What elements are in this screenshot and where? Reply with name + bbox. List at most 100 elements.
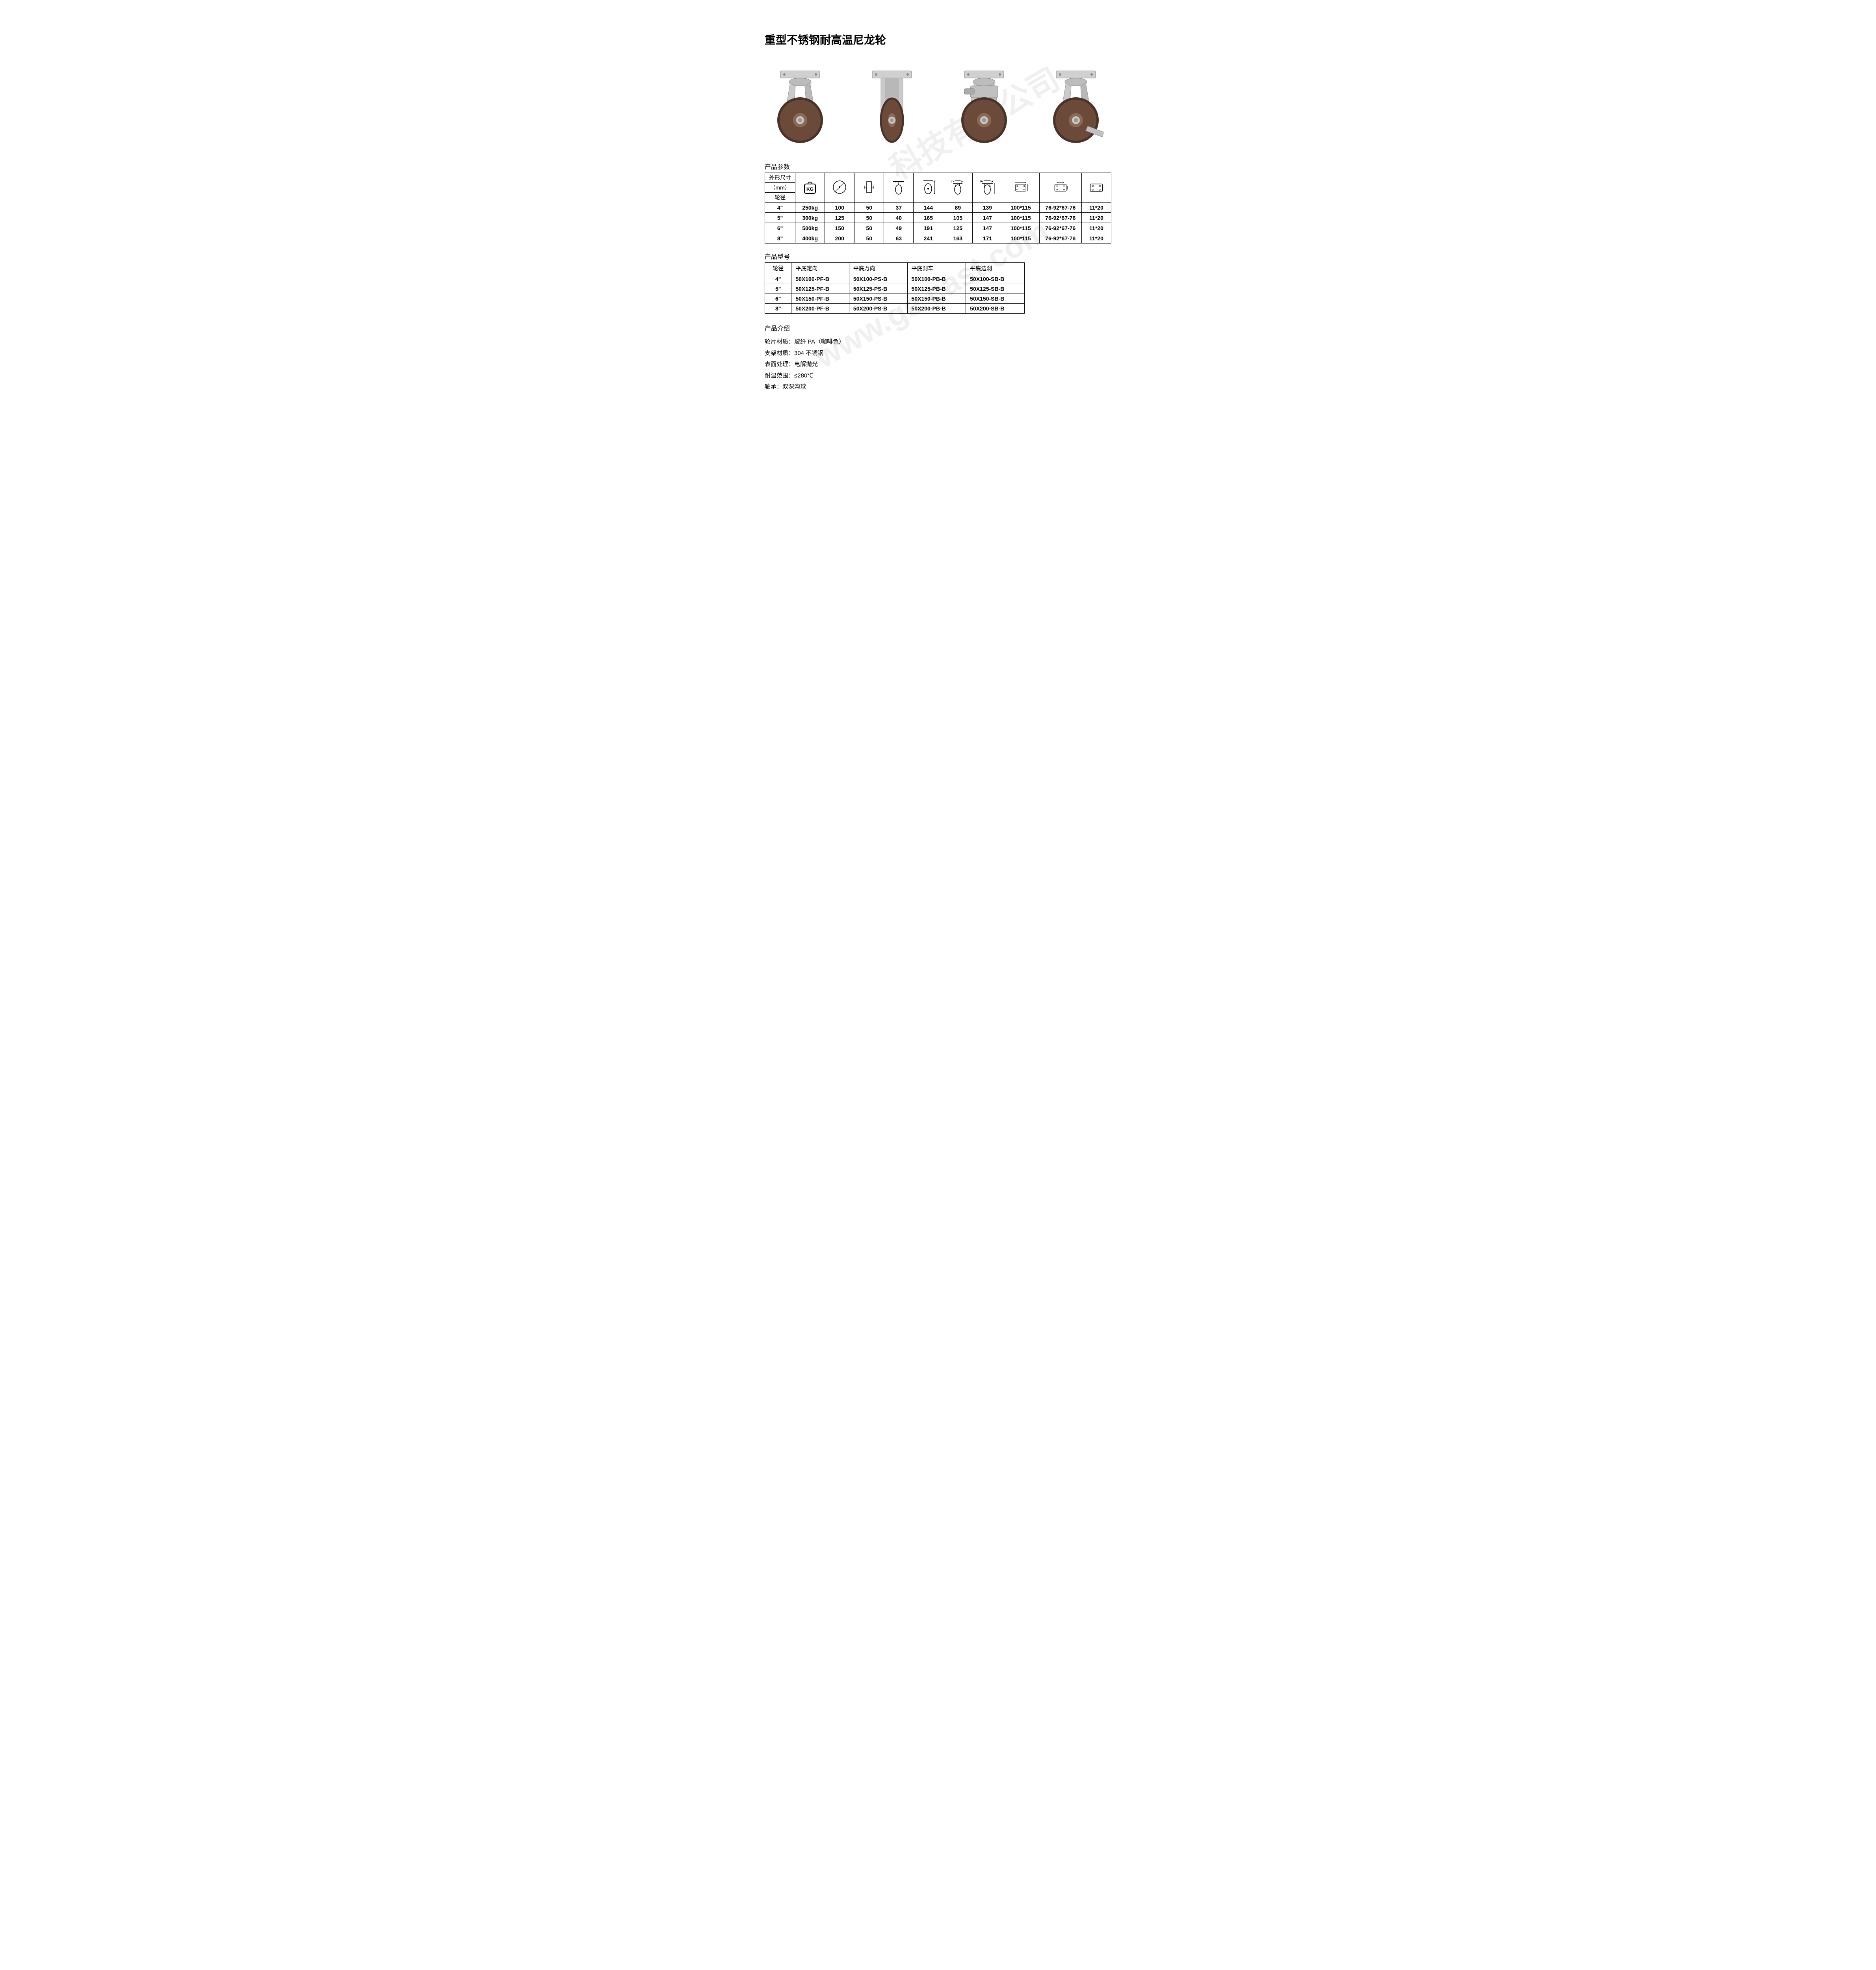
params-cell: 241 xyxy=(914,233,943,243)
models-cell: 50X100-SB-B xyxy=(966,274,1025,284)
params-cell: 144 xyxy=(914,203,943,213)
product-image-rigid xyxy=(856,67,927,146)
product-images-row xyxy=(765,67,1111,146)
models-row: 5"50X125-PF-B50X125-PS-B50X125-PB-B50X12… xyxy=(765,284,1025,294)
header-icon-wheel-width xyxy=(854,173,884,203)
models-cell: 4" xyxy=(765,274,791,284)
params-cell: 250kg xyxy=(795,203,825,213)
params-cell: 100*115 xyxy=(1002,213,1039,223)
params-cell: 150 xyxy=(825,223,854,233)
product-image-swivel xyxy=(765,67,836,146)
models-cell: 50X200-PF-B xyxy=(791,304,849,314)
params-header-stack: 外形尺寸 （mm） 轮径 xyxy=(765,173,795,202)
models-table: 轮径平底定向平底万向平底刹车平底边刹 4"50X100-PF-B50X100-P… xyxy=(765,262,1025,314)
params-cell: 300kg xyxy=(795,213,825,223)
params-cell: 171 xyxy=(973,233,1002,243)
models-header-cell: 平底边刹 xyxy=(966,263,1025,274)
params-cell: 76-92*67-76 xyxy=(1039,203,1081,213)
params-cell: 76-92*67-76 xyxy=(1039,223,1081,233)
params-cell-dia: 8" xyxy=(765,233,795,243)
params-cell: 11*20 xyxy=(1081,203,1111,213)
models-cell: 50X150-PS-B xyxy=(849,294,907,304)
params-cell: 49 xyxy=(884,223,914,233)
params-header-row: 外形尺寸 （mm） 轮径 KG r R xyxy=(765,173,1111,203)
models-cell: 5" xyxy=(765,284,791,294)
params-cell: 165 xyxy=(914,213,943,223)
header-icon-plate xyxy=(1002,173,1039,203)
params-cell-dia: 4" xyxy=(765,203,795,213)
params-cell: 76-92*67-76 xyxy=(1039,213,1081,223)
models-header-cell: 平底定向 xyxy=(791,263,849,274)
params-cell: 139 xyxy=(973,203,1002,213)
params-row: 5"300kg1255040165105147100*11576-92*67-7… xyxy=(765,213,1111,223)
models-cell: 50X125-SB-B xyxy=(966,284,1025,294)
models-cell: 50X125-PS-B xyxy=(849,284,907,294)
models-header-cell: 平底万向 xyxy=(849,263,907,274)
params-cell-dia: 5" xyxy=(765,213,795,223)
models-cell: 50X100-PF-B xyxy=(791,274,849,284)
header-stack-l2: （mm） xyxy=(765,183,795,193)
params-cell: 100*115 xyxy=(1002,223,1039,233)
intro-line: 耐温范围：≤280℃ xyxy=(765,370,1111,382)
params-cell: 50 xyxy=(854,213,884,223)
models-cell: 50X150-PF-B xyxy=(791,294,849,304)
intro-line: 表面处理：电解抛光 xyxy=(765,359,1111,370)
header-stack-l3: 轮径 xyxy=(765,193,795,202)
header-icon-height xyxy=(914,173,943,203)
params-cell: 125 xyxy=(943,223,973,233)
params-cell: 147 xyxy=(973,213,1002,223)
svg-text:r: r xyxy=(951,180,953,183)
params-cell: 105 xyxy=(943,213,973,223)
models-row: 8"50X200-PF-B50X200-PS-B50X200-PB-B50X20… xyxy=(765,304,1025,314)
params-cell: 125 xyxy=(825,213,854,223)
params-cell: 100*115 xyxy=(1002,233,1039,243)
params-cell: 50 xyxy=(854,233,884,243)
params-cell: 11*20 xyxy=(1081,233,1111,243)
intro-line: 支架材质：304 不锈钢 xyxy=(765,348,1111,359)
models-row: 6"50X150-PF-B50X150-PS-B50X150-PB-B50X15… xyxy=(765,294,1025,304)
params-cell: 76-92*67-76 xyxy=(1039,233,1081,243)
page-title: 重型不锈钢耐高温尼龙轮 xyxy=(765,32,1111,47)
params-cell: 50 xyxy=(854,203,884,213)
params-cell: 191 xyxy=(914,223,943,233)
params-cell: 40 xyxy=(884,213,914,223)
params-cell: 100*115 xyxy=(1002,203,1039,213)
header-icon-swivel-h: R xyxy=(973,173,1002,203)
models-row: 4"50X100-PF-B50X100-PS-B50X100-PB-B50X10… xyxy=(765,274,1025,284)
params-cell: 163 xyxy=(943,233,973,243)
product-image-side-brake xyxy=(1040,67,1111,146)
models-section-title: 产品型号 xyxy=(765,251,1111,261)
params-cell: 89 xyxy=(943,203,973,213)
models-header-cell: 轮径 xyxy=(765,263,791,274)
intro-line: 轮片材质：玻纤 PA（咖啡色） xyxy=(765,336,1111,348)
params-cell: 63 xyxy=(884,233,914,243)
params-cell: 200 xyxy=(825,233,854,243)
header-icon-bolt-pattern xyxy=(1039,173,1081,203)
params-table: 外形尺寸 （mm） 轮径 KG r R xyxy=(765,173,1111,243)
models-cell: 50X150-PB-B xyxy=(907,294,966,304)
params-cell: 400kg xyxy=(795,233,825,243)
params-cell-dia: 6" xyxy=(765,223,795,233)
params-cell: 37 xyxy=(884,203,914,213)
models-header-row: 轮径平底定向平底万向平底刹车平底边刹 xyxy=(765,263,1025,274)
params-cell: 500kg xyxy=(795,223,825,233)
header-icon-offset xyxy=(884,173,914,203)
params-cell: 50 xyxy=(854,223,884,233)
product-image-brake xyxy=(949,67,1020,146)
models-cell: 50X100-PB-B xyxy=(907,274,966,284)
params-cell: 11*20 xyxy=(1081,223,1111,233)
params-cell: 11*20 xyxy=(1081,213,1111,223)
models-cell: 8" xyxy=(765,304,791,314)
models-cell: 50X200-PS-B xyxy=(849,304,907,314)
intro-section: 产品介绍 轮片材质：玻纤 PA（咖啡色）支架材质：304 不锈钢表面处理：电解抛… xyxy=(765,323,1111,393)
header-icon-bolt-hole xyxy=(1081,173,1111,203)
params-section-title: 产品参数 xyxy=(765,162,1111,171)
models-cell: 50X200-SB-B xyxy=(966,304,1025,314)
params-cell: 100 xyxy=(825,203,854,213)
intro-line: 轴承：双深沟球 xyxy=(765,381,1111,393)
params-row: 8"400kg2005063241163171100*11576-92*67-7… xyxy=(765,233,1111,243)
models-cell: 6" xyxy=(765,294,791,304)
params-row: 4"250kg100503714489139100*11576-92*67-76… xyxy=(765,203,1111,213)
header-icon-wheel-dia xyxy=(825,173,854,203)
header-icon-kg: KG xyxy=(795,173,825,203)
